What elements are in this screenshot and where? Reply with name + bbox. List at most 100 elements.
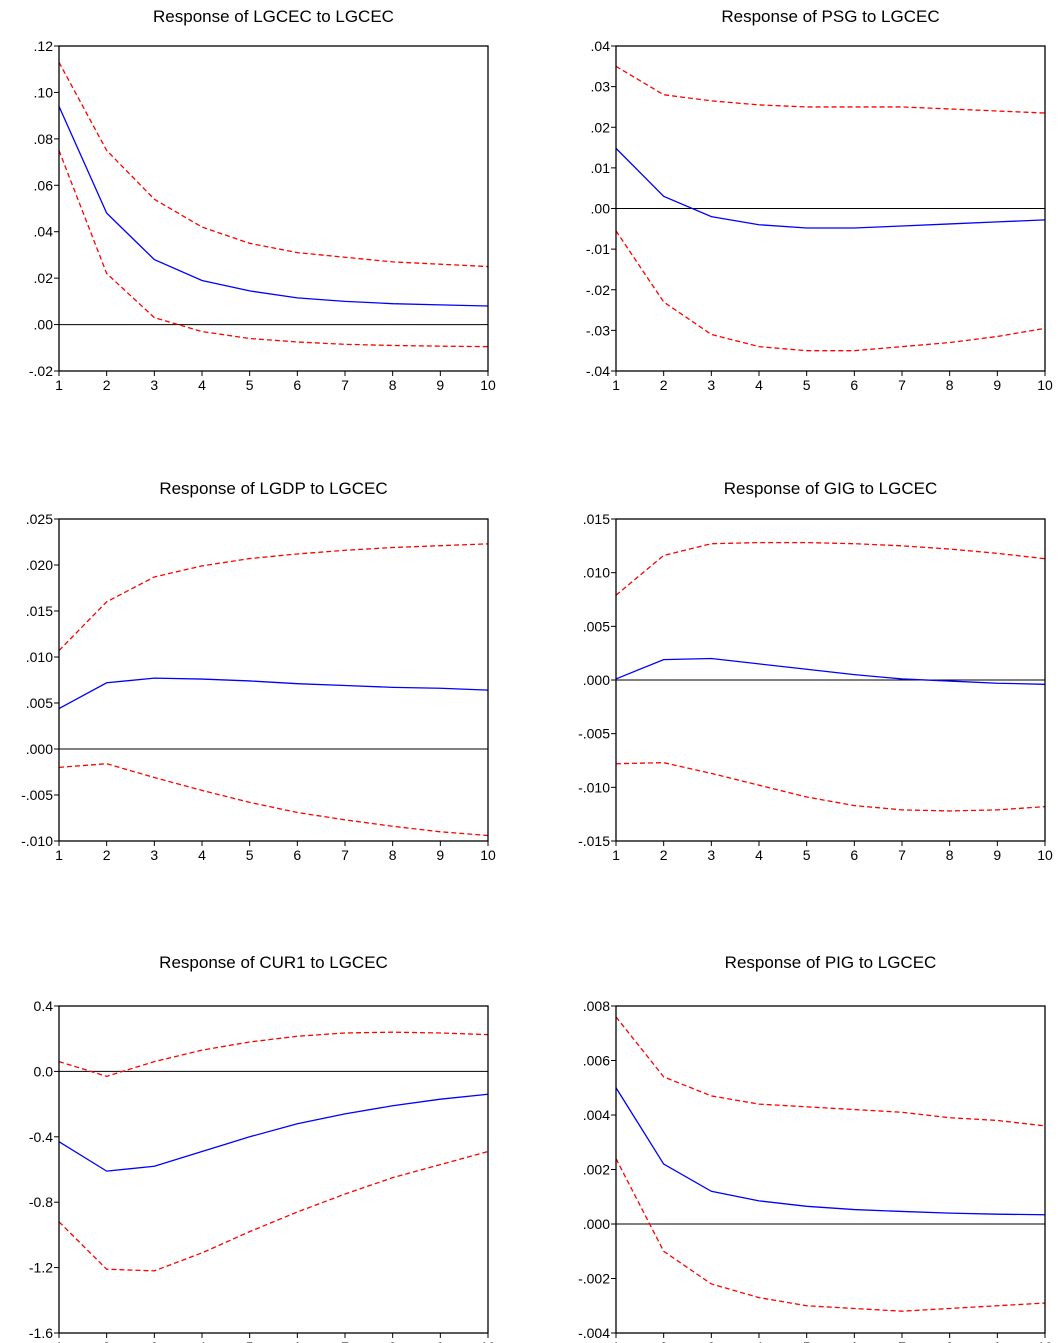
x-tick-label: 3 [707, 377, 715, 393]
y-tick-label: .000 [26, 741, 53, 757]
x-tick-label: 9 [436, 1339, 444, 1343]
chart-title: Response of GIG to LGCEC [724, 479, 938, 498]
x-tick-label: 5 [246, 377, 254, 393]
x-tick-label: 6 [293, 377, 301, 393]
x-tick-label: 1 [612, 377, 620, 393]
x-tick-label: 3 [707, 847, 715, 863]
y-tick-label: .08 [34, 131, 54, 147]
x-tick-label: 4 [755, 1339, 763, 1343]
x-tick-label: 2 [103, 1339, 111, 1343]
y-tick-label: .03 [591, 79, 611, 95]
y-tick-label: .04 [591, 38, 611, 54]
x-tick-label: 5 [246, 1339, 254, 1343]
series-line-upper [615, 1016, 1046, 1127]
series-line-upper [58, 1031, 489, 1077]
y-tick-label: .005 [583, 618, 610, 634]
chart-title: Response of PIG to LGCEC [725, 953, 937, 972]
y-tick-label: 0.4 [34, 998, 54, 1014]
y-tick-label: .00 [34, 317, 54, 333]
y-tick-label: -0.4 [29, 1129, 53, 1145]
plot-frame [58, 1005, 489, 1334]
y-tick-label: -.015 [578, 833, 610, 849]
x-tick-label: 10 [1037, 377, 1053, 393]
x-tick-label: 2 [660, 377, 668, 393]
series-line-upper [615, 541, 1046, 596]
y-tick-label: .12 [34, 38, 54, 54]
y-tick-label: .06 [34, 177, 54, 193]
y-tick-label: -.02 [29, 363, 53, 379]
x-tick-label: 4 [198, 847, 206, 863]
x-tick-label: 8 [389, 1339, 397, 1343]
y-tick-label: .000 [583, 672, 610, 688]
chart-title: Response of LGDP to LGCEC [159, 479, 387, 498]
x-tick-label: 7 [898, 377, 906, 393]
x-tick-label: 5 [803, 1339, 811, 1343]
x-tick-label: 6 [850, 1339, 858, 1343]
x-tick-label: 10 [1037, 1339, 1053, 1343]
x-tick-label: 9 [993, 847, 1001, 863]
x-tick-label: 3 [150, 847, 158, 863]
series-line-lower [58, 150, 489, 348]
x-tick-label: 5 [803, 847, 811, 863]
y-tick-label: 0.0 [34, 1063, 54, 1079]
x-tick-label: 9 [436, 847, 444, 863]
x-tick-label: 8 [946, 377, 954, 393]
x-tick-label: 4 [755, 377, 763, 393]
chart-title: Response of LGCEC to LGCEC [153, 7, 394, 26]
y-tick-label: -.04 [586, 363, 610, 379]
x-tick-label: 8 [946, 847, 954, 863]
series-line-upper [615, 65, 1046, 114]
x-tick-label: 1 [612, 847, 620, 863]
x-tick-label: 6 [850, 377, 858, 393]
x-tick-label: 9 [993, 377, 1001, 393]
series-line-upper [58, 543, 489, 652]
series-line-response [615, 147, 1046, 229]
y-tick-label: .015 [583, 511, 610, 527]
x-tick-label: 8 [389, 847, 397, 863]
series-line-response [58, 677, 489, 710]
x-tick-label: 3 [150, 377, 158, 393]
series-line-lower [615, 1158, 1046, 1312]
series-line-lower [58, 763, 489, 837]
x-tick-label: 9 [993, 1339, 1001, 1343]
chart-panel-2: Response of PSG to LGCEC -.04 -.03 -.02 -.01… [586, 7, 1053, 393]
x-tick-label: 8 [946, 1339, 954, 1343]
y-tick-label: .00 [591, 201, 611, 217]
series-line-response [58, 106, 489, 307]
x-tick-label: 7 [341, 377, 349, 393]
series-line-response [615, 657, 1046, 685]
y-tick-label: -1.6 [29, 1325, 53, 1341]
series-line-lower [615, 230, 1046, 352]
x-tick-label: 7 [898, 847, 906, 863]
chart-panel-3: Response of LGDP to LGCEC -.010 -.005 .000.… [21, 479, 496, 863]
plot-frame [615, 1005, 1046, 1334]
series-line-upper [58, 61, 489, 268]
y-tick-label: .025 [26, 511, 53, 527]
x-tick-label: 4 [198, 377, 206, 393]
y-tick-label: -.010 [578, 779, 610, 795]
plot-frame [58, 518, 489, 842]
x-tick-label: 2 [660, 1339, 668, 1343]
x-tick-label: 4 [198, 1339, 206, 1343]
x-tick-label: 6 [293, 1339, 301, 1343]
y-tick-label: .020 [26, 557, 53, 573]
x-tick-label: 10 [480, 377, 496, 393]
y-tick-label: -.02 [586, 282, 610, 298]
y-tick-label: .02 [34, 270, 54, 286]
x-tick-label: 10 [1037, 847, 1053, 863]
x-tick-label: 5 [246, 847, 254, 863]
x-tick-label: 10 [480, 1339, 496, 1343]
y-tick-label: .01 [591, 160, 611, 176]
x-tick-label: 3 [150, 1339, 158, 1343]
y-tick-label: .10 [34, 84, 54, 100]
y-tick-label: -.005 [578, 726, 610, 742]
y-tick-label: .015 [26, 603, 53, 619]
x-tick-label: 2 [103, 847, 111, 863]
x-tick-label: 7 [898, 1339, 906, 1343]
y-tick-label: -.005 [21, 787, 53, 803]
x-tick-label: 1 [55, 1339, 63, 1343]
y-tick-label: .006 [583, 1053, 610, 1069]
x-tick-label: 1 [612, 1339, 620, 1343]
y-tick-label: .02 [591, 119, 611, 135]
x-tick-label: 3 [707, 1339, 715, 1343]
